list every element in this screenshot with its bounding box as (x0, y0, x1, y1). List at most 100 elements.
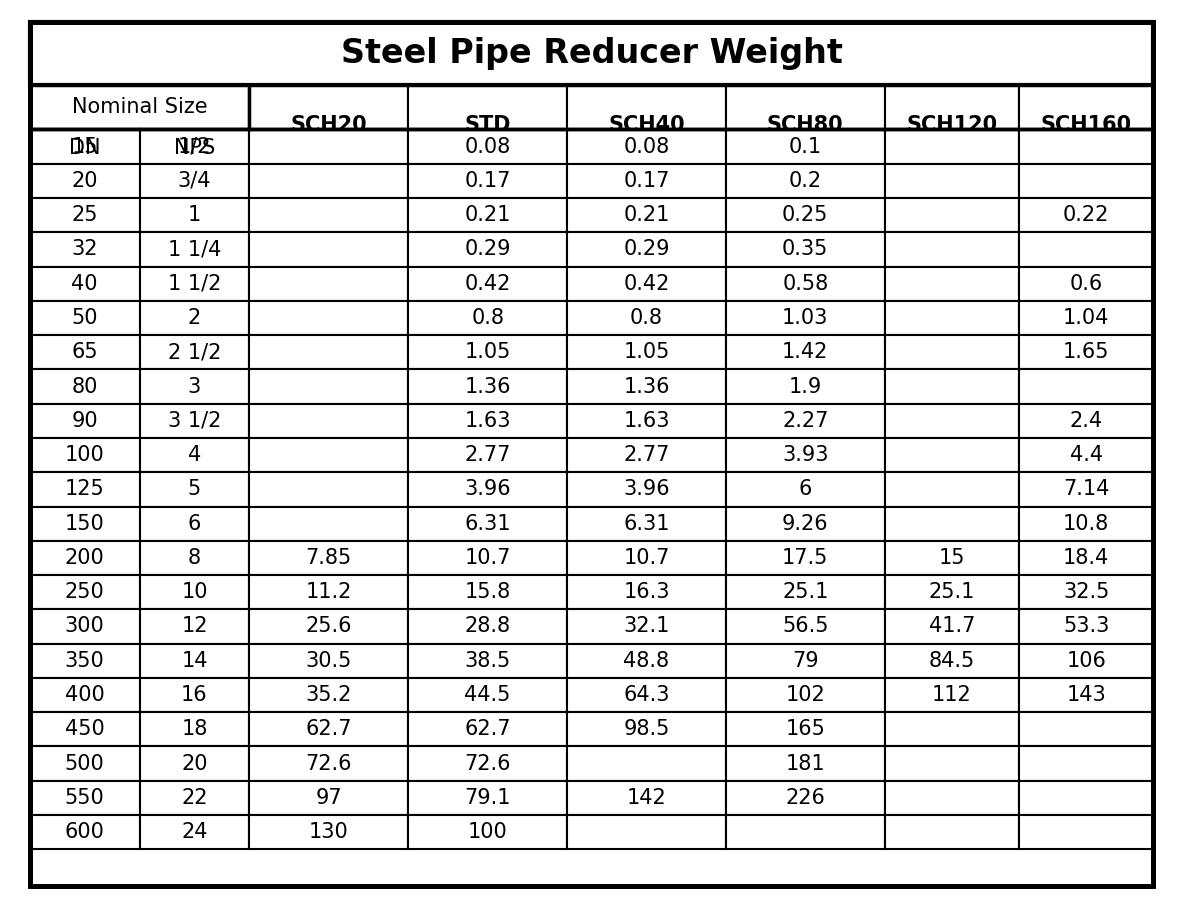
Text: 143: 143 (1066, 685, 1106, 705)
Bar (408, 644, 567, 678)
Text: 0.08: 0.08 (623, 137, 670, 156)
Text: 0.1: 0.1 (789, 137, 822, 156)
Bar (1019, 575, 1153, 610)
Text: 15: 15 (71, 137, 98, 156)
Bar (726, 712, 885, 746)
Bar (250, 506, 408, 541)
Bar (250, 335, 408, 369)
Text: 97: 97 (316, 788, 342, 808)
Text: 3: 3 (188, 377, 201, 396)
Bar (885, 678, 1019, 712)
Bar (1019, 369, 1153, 404)
Bar (140, 232, 250, 267)
Text: 41.7: 41.7 (929, 617, 975, 636)
Text: NPS: NPS (174, 138, 215, 157)
Bar (1019, 678, 1153, 712)
Text: 90: 90 (71, 411, 98, 431)
Text: 100: 100 (467, 822, 508, 842)
Bar (30, 644, 140, 678)
Text: 18.4: 18.4 (1064, 547, 1110, 568)
Text: 18: 18 (181, 719, 208, 739)
Bar (1019, 644, 1153, 678)
Bar (140, 472, 250, 506)
Bar (567, 198, 726, 232)
Text: 25.1: 25.1 (782, 583, 828, 602)
Text: Steel Pipe Reducer Weight: Steel Pipe Reducer Weight (341, 37, 842, 70)
Text: 62.7: 62.7 (305, 719, 353, 739)
Text: 15: 15 (938, 547, 965, 568)
Bar (567, 438, 726, 472)
Bar (567, 301, 726, 335)
Bar (140, 404, 250, 438)
Bar (140, 506, 250, 541)
Bar (885, 644, 1019, 678)
Bar (726, 610, 885, 644)
Bar (408, 164, 567, 198)
Bar (408, 712, 567, 746)
Bar (140, 678, 250, 712)
Bar (885, 575, 1019, 610)
Bar (408, 746, 567, 780)
Bar (726, 129, 885, 164)
Text: 1.05: 1.05 (623, 343, 670, 362)
Bar (567, 746, 726, 780)
Bar (250, 610, 408, 644)
Text: 53.3: 53.3 (1064, 617, 1110, 636)
Bar (726, 506, 885, 541)
Bar (726, 335, 885, 369)
Bar (408, 232, 567, 267)
Bar (1019, 335, 1153, 369)
Bar (408, 198, 567, 232)
Bar (567, 712, 726, 746)
Bar (140, 712, 250, 746)
Text: 56.5: 56.5 (782, 617, 828, 636)
Text: 79: 79 (791, 651, 819, 671)
Bar (408, 404, 567, 438)
Bar (250, 712, 408, 746)
Text: 72.6: 72.6 (305, 753, 353, 773)
Bar (1019, 198, 1153, 232)
Text: 48.8: 48.8 (623, 651, 670, 671)
Bar (140, 610, 250, 644)
Bar (30, 780, 140, 815)
Bar (1019, 815, 1153, 850)
Text: 350: 350 (65, 651, 104, 671)
Text: 400: 400 (65, 685, 104, 705)
Text: 2.4: 2.4 (1069, 411, 1103, 431)
Bar (885, 164, 1019, 198)
Bar (1019, 610, 1153, 644)
Bar (726, 780, 885, 815)
Bar (885, 301, 1019, 335)
Bar (885, 335, 1019, 369)
Text: 450: 450 (65, 719, 104, 739)
Text: 10.8: 10.8 (1064, 513, 1110, 534)
Bar (567, 644, 726, 678)
Text: 16.3: 16.3 (623, 583, 670, 602)
Text: 44.5: 44.5 (465, 685, 511, 705)
Bar (30, 301, 140, 335)
Bar (726, 438, 885, 472)
Bar (567, 129, 726, 164)
Bar (1019, 780, 1153, 815)
Bar (408, 780, 567, 815)
Text: 550: 550 (65, 788, 104, 808)
Bar (726, 575, 885, 610)
Bar (140, 575, 250, 610)
Text: 6: 6 (799, 479, 812, 499)
Bar (726, 678, 885, 712)
Bar (250, 267, 408, 301)
Bar (1019, 232, 1153, 267)
Bar (726, 232, 885, 267)
Text: 0.35: 0.35 (782, 239, 828, 260)
Text: 106: 106 (1066, 651, 1106, 671)
Text: 165: 165 (786, 719, 826, 739)
Bar (250, 438, 408, 472)
Bar (408, 438, 567, 472)
Text: 1.03: 1.03 (782, 308, 828, 328)
Text: SCH120: SCH120 (906, 115, 997, 135)
Bar (1019, 472, 1153, 506)
Text: 32: 32 (71, 239, 98, 260)
Bar (885, 506, 1019, 541)
Text: 65: 65 (71, 343, 98, 362)
Text: 0.21: 0.21 (465, 205, 511, 225)
